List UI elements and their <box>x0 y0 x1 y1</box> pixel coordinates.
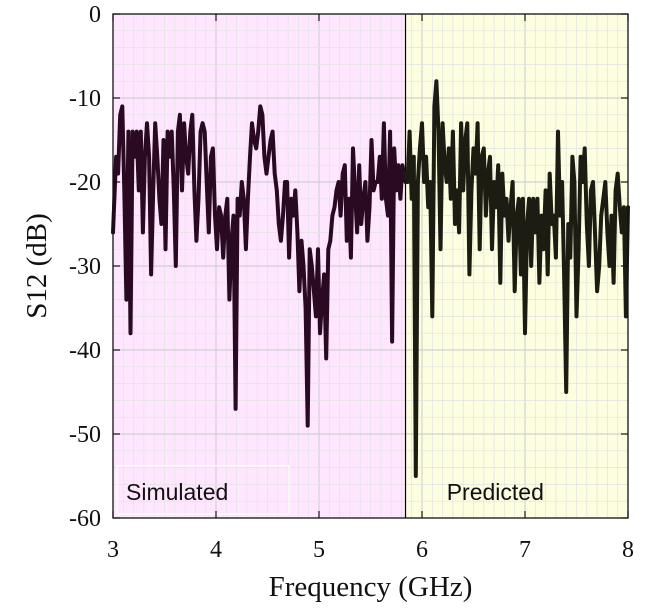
x-tick-label: 5 <box>313 537 325 563</box>
x-tick-label: 7 <box>519 537 531 563</box>
y-tick-label: -20 <box>69 170 101 196</box>
series-line-2 <box>403 79 630 478</box>
y-tick-labels: 0 -10 -20 -30 -40 -50 -60 <box>69 2 101 532</box>
y-axis-title: S12 (dB) <box>21 213 53 319</box>
y-tick-label: -60 <box>69 506 101 532</box>
x-tick-label: 4 <box>210 537 222 563</box>
y-tick-label: -30 <box>69 254 101 280</box>
y-tick-label: 0 <box>89 2 101 28</box>
y-tick-label: -50 <box>69 422 101 448</box>
x-tick-labels: 3 4 5 6 7 8 <box>107 537 634 563</box>
series-lines <box>111 79 630 478</box>
x-tick-label: 3 <box>107 537 119 563</box>
x-tick-label: 8 <box>622 537 634 563</box>
x-axis-title: Frequency (GHz) <box>269 571 473 603</box>
y-tick-label: -40 <box>69 338 101 364</box>
series-line-1 <box>111 104 408 428</box>
simulated-label-box <box>116 465 290 515</box>
tick-marks <box>112 13 629 519</box>
region-label-simulated: Simulated <box>126 479 228 505</box>
y-tick-label: -10 <box>69 86 101 112</box>
region-label-predicted: Predicted <box>447 479 544 505</box>
x-tick-label: 6 <box>416 537 428 563</box>
